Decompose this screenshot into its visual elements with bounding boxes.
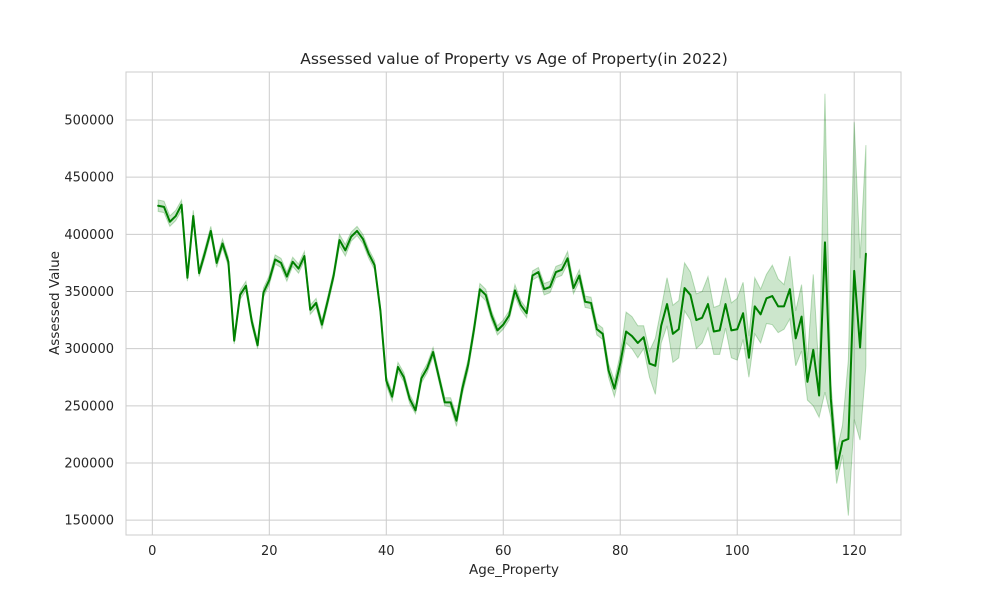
y-tick-label: 500000 (64, 114, 114, 129)
x-tick-label: 100 (725, 544, 750, 559)
y-tick-label: 450000 (64, 171, 114, 186)
y-axis-label: Assessed Value (47, 251, 63, 355)
x-tick-label: 0 (148, 544, 156, 559)
y-tick-label: 150000 (64, 514, 114, 529)
x-tick-label: 20 (261, 544, 278, 559)
plot-frame (125, 71, 902, 536)
y-tick-label: 350000 (64, 285, 114, 300)
x-axis-label: Age_Property (469, 562, 559, 578)
x-tick-label: 80 (612, 544, 629, 559)
y-tick-label: 400000 (64, 228, 114, 243)
plot-area (125, 71, 902, 536)
y-tick-label: 300000 (64, 342, 114, 357)
grid-lines (126, 72, 901, 535)
series-line (157, 203, 867, 470)
chart-title: Assessed value of Property vs Age of Pro… (300, 50, 728, 68)
x-tick-label: 120 (842, 544, 867, 559)
x-tick-label: 60 (495, 544, 512, 559)
x-tick-label: 40 (378, 544, 395, 559)
y-tick-label: 250000 (64, 399, 114, 414)
x-tick-labels: 0 20 40 60 80 100 120 (148, 544, 866, 559)
y-tick-label: 200000 (64, 456, 114, 471)
y-tick-labels: 150000 200000 250000 300000 350000 400000 4500… (64, 114, 114, 529)
